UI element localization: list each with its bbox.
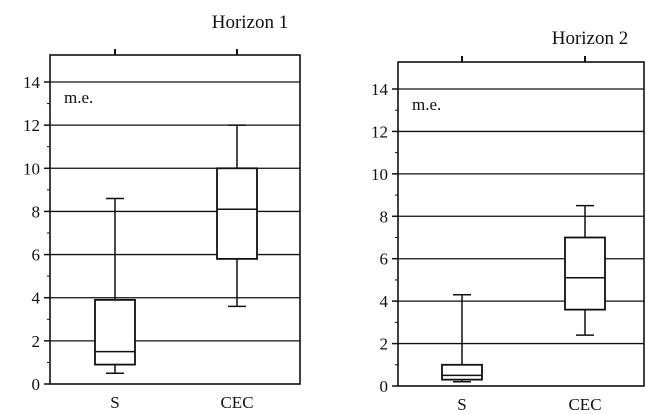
category-label: CEC [568, 395, 601, 414]
box-cec: CEC [216, 124, 258, 412]
box-s: S [441, 294, 483, 414]
y-tick-label: 12 [371, 122, 388, 141]
box-body [441, 363, 483, 381]
box-body [94, 298, 136, 366]
unit-label: m.e. [412, 95, 441, 114]
y-tick-label: 0 [32, 375, 41, 394]
y-tick-label: 4 [380, 292, 389, 311]
y-tick-label: 6 [32, 246, 41, 265]
y-tick-label: 10 [371, 165, 388, 184]
y-tick-label: 14 [23, 73, 41, 92]
box-body [564, 236, 606, 311]
box-s: S [94, 197, 136, 412]
y-tick-label: 10 [23, 159, 40, 178]
y-tick-label: 0 [380, 377, 389, 396]
category-label: S [457, 395, 466, 414]
chart-title: Horizon 1 [212, 12, 289, 33]
y-tick-label: 8 [380, 207, 389, 226]
y-tick-label: 14 [371, 80, 389, 99]
plot-frame [397, 61, 645, 387]
y-tick-label: 2 [380, 335, 389, 354]
plot-frame [49, 54, 301, 385]
chart-panel-1: 0 2 4 6 8 10 12 14 Horizon 1 m.e. S CEC [23, 12, 301, 412]
y-tick-label: 8 [32, 202, 41, 221]
category-label: S [110, 393, 119, 412]
category-label: CEC [220, 393, 253, 412]
y-tick-label: 6 [380, 250, 389, 269]
y-tick-label: 4 [32, 289, 41, 308]
unit-label: m.e. [64, 88, 93, 107]
chart-panel-2: 0 2 4 6 8 10 12 14 Horizon 2 m.e. S CEC [371, 28, 645, 414]
chart-title: Horizon 2 [552, 28, 629, 49]
y-tick-label: 2 [32, 332, 41, 351]
y-tick-label: 12 [23, 116, 40, 135]
box-cec: CEC [564, 204, 606, 414]
box-body [216, 167, 258, 260]
